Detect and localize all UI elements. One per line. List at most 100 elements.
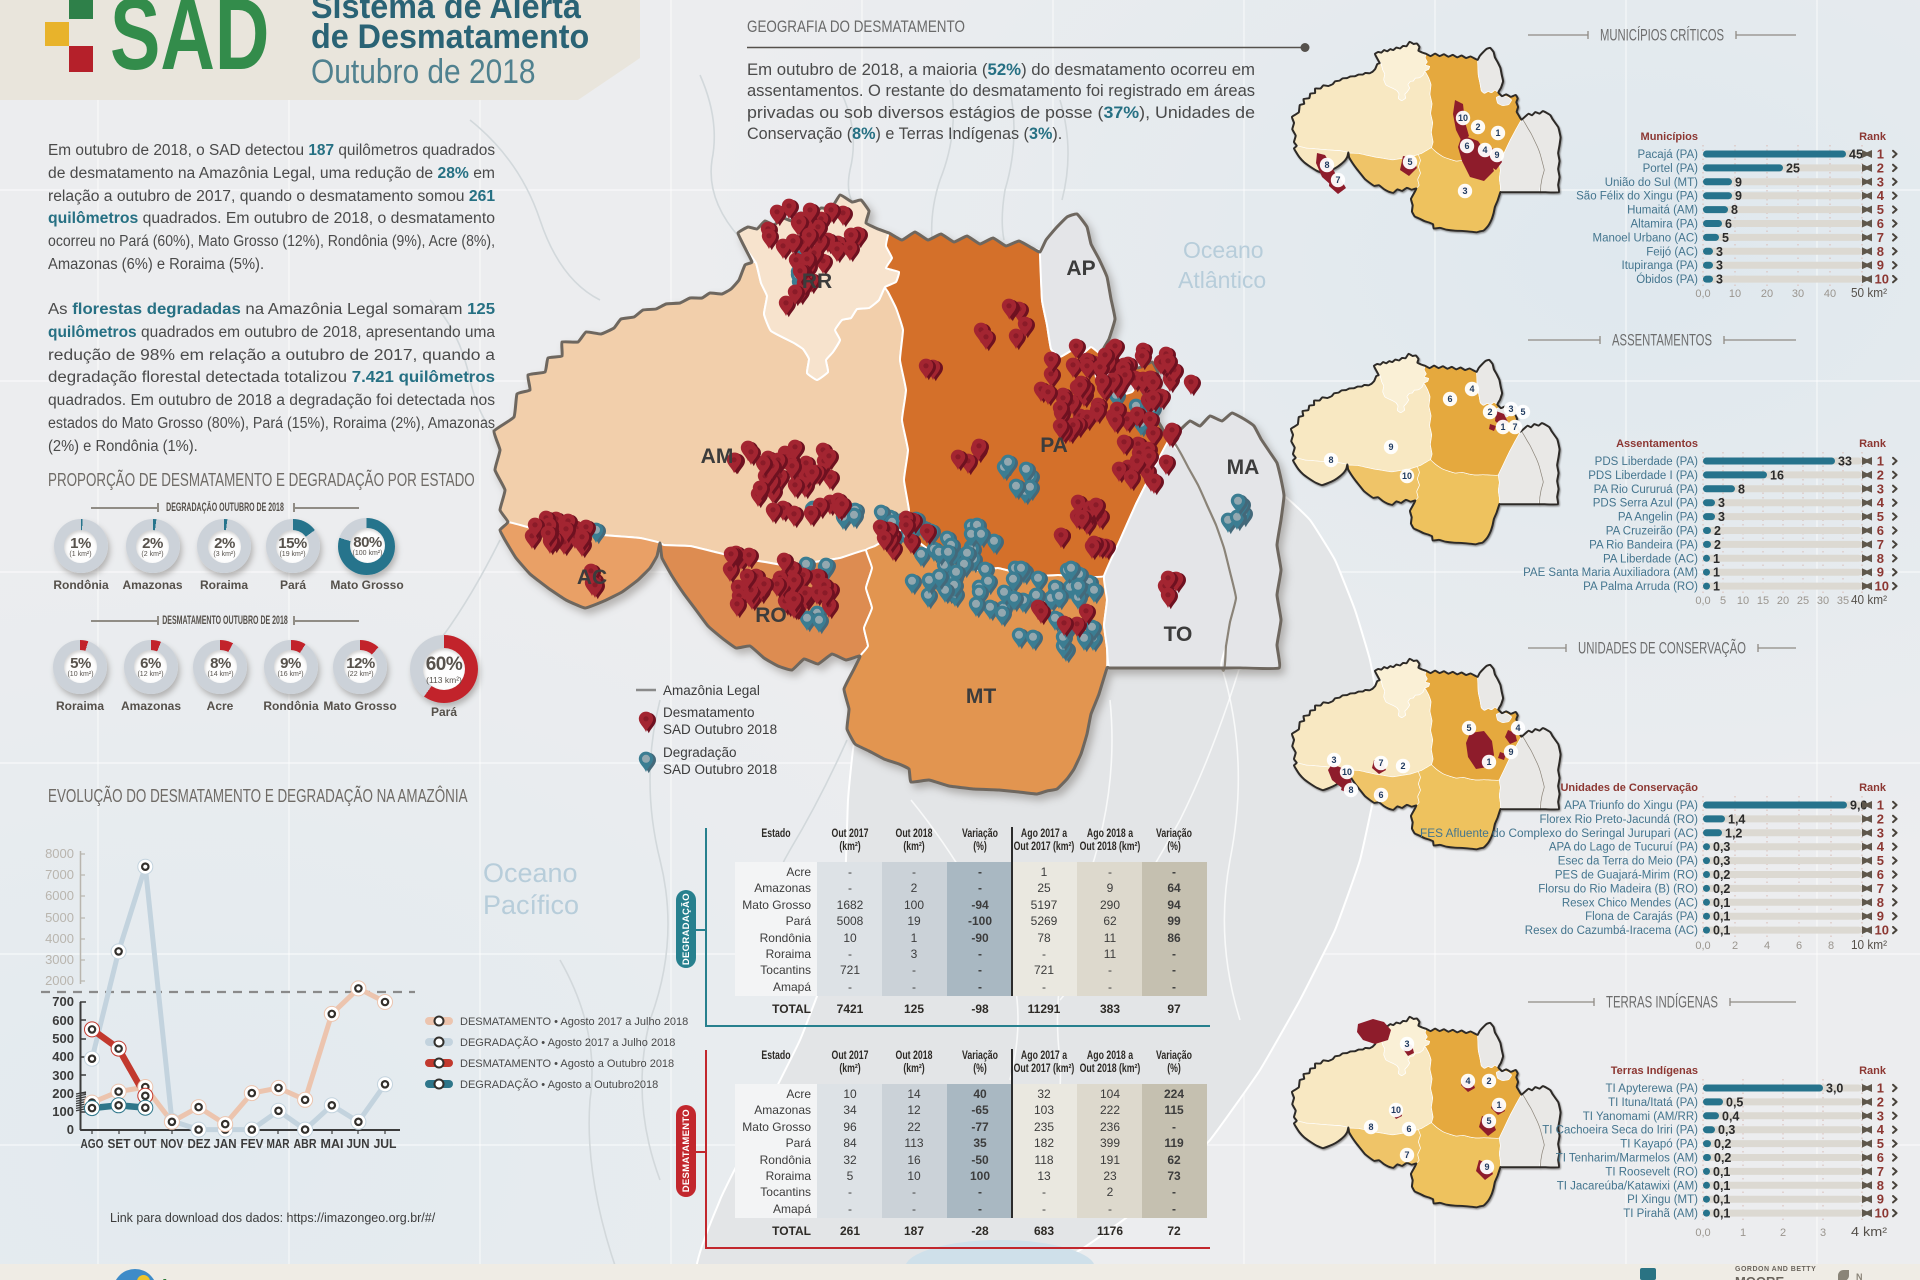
svg-text:2: 2 bbox=[1877, 467, 1884, 482]
svg-text:MA: MA bbox=[1227, 456, 1260, 479]
svg-text:3: 3 bbox=[1508, 404, 1513, 414]
svg-text:Oceano: Oceano bbox=[483, 858, 578, 888]
svg-text:30: 30 bbox=[1792, 288, 1804, 300]
svg-text:Feijó (AC): Feijó (AC) bbox=[1646, 246, 1698, 258]
svg-text:6: 6 bbox=[1877, 867, 1884, 882]
svg-text:9: 9 bbox=[1494, 150, 1499, 160]
svg-text:5: 5 bbox=[1877, 509, 1884, 524]
svg-text:0,1: 0,1 bbox=[1713, 896, 1730, 910]
svg-text:100: 100 bbox=[52, 1104, 74, 1119]
svg-text:0,3: 0,3 bbox=[1718, 1123, 1735, 1137]
svg-text:7: 7 bbox=[1335, 175, 1340, 185]
svg-text:6000: 6000 bbox=[45, 888, 74, 903]
svg-text:TI Yanomami (AM/RR): TI Yanomami (AM/RR) bbox=[1583, 1111, 1698, 1123]
svg-text:Oceano: Oceano bbox=[1183, 237, 1264, 263]
svg-text:Desmatamento: Desmatamento bbox=[663, 705, 755, 720]
svg-text:Rank: Rank bbox=[1859, 782, 1887, 794]
svg-text:Resex Chico Mendes (AC): Resex Chico Mendes (AC) bbox=[1562, 897, 1698, 909]
svg-text:1: 1 bbox=[1877, 1081, 1884, 1096]
svg-text:1,4: 1,4 bbox=[1728, 812, 1745, 826]
svg-text:São Félix do Xingu (PA): São Félix do Xingu (PA) bbox=[1576, 191, 1698, 203]
svg-text:0,0: 0,0 bbox=[1695, 288, 1710, 300]
svg-text:AP: AP bbox=[1066, 257, 1095, 280]
svg-text:10: 10 bbox=[1875, 272, 1889, 287]
svg-text:0,5: 0,5 bbox=[1726, 1095, 1743, 1109]
svg-text:RR: RR bbox=[802, 270, 832, 293]
svg-text:8: 8 bbox=[1348, 785, 1353, 795]
svg-text:3: 3 bbox=[1404, 1039, 1409, 1049]
svg-text:9: 9 bbox=[1735, 175, 1742, 189]
svg-text:4000: 4000 bbox=[45, 931, 74, 946]
svg-text:2: 2 bbox=[1714, 524, 1721, 538]
svg-text:5: 5 bbox=[1877, 1136, 1884, 1151]
svg-text:0,3: 0,3 bbox=[1713, 854, 1730, 868]
svg-text:2: 2 bbox=[1487, 407, 1492, 417]
svg-text:9: 9 bbox=[1388, 442, 1393, 452]
svg-text:Resex do Cazumbá-Iracema (AC): Resex do Cazumbá-Iracema (AC) bbox=[1525, 925, 1698, 937]
svg-text:FEV: FEV bbox=[241, 1136, 264, 1151]
svg-text:TI Kayapó (PA): TI Kayapó (PA) bbox=[1620, 1139, 1698, 1151]
svg-text:4: 4 bbox=[1515, 723, 1520, 733]
svg-text:0,1: 0,1 bbox=[1713, 1193, 1730, 1207]
svg-text:Óbidos (PA): Óbidos (PA) bbox=[1636, 273, 1698, 286]
svg-text:Pacífico: Pacífico bbox=[483, 890, 579, 920]
svg-text:35: 35 bbox=[1837, 595, 1849, 607]
svg-text:4: 4 bbox=[1877, 839, 1885, 854]
svg-text:Humaitá (AM): Humaitá (AM) bbox=[1627, 205, 1698, 217]
svg-text:15: 15 bbox=[1757, 595, 1769, 607]
svg-text:9: 9 bbox=[1508, 747, 1513, 757]
svg-text:SAD Outubro 2018: SAD Outubro 2018 bbox=[663, 722, 777, 737]
svg-text:DEGRADAÇÃO • Agosto a Outubro2: DEGRADAÇÃO • Agosto a Outubro2018 bbox=[460, 1078, 658, 1091]
svg-text:0,0: 0,0 bbox=[1695, 1227, 1710, 1239]
svg-text:PAE Santa Maria Auxiliadora (A: PAE Santa Maria Auxiliadora (AM) bbox=[1523, 567, 1698, 579]
svg-text:2000: 2000 bbox=[45, 973, 74, 988]
svg-text:8: 8 bbox=[1877, 895, 1884, 910]
svg-text:9: 9 bbox=[1484, 1162, 1489, 1172]
svg-text:30: 30 bbox=[1817, 595, 1829, 607]
svg-text:4 km²: 4 km² bbox=[1851, 1224, 1888, 1239]
svg-text:2: 2 bbox=[1714, 538, 1721, 552]
svg-text:6: 6 bbox=[1877, 523, 1884, 538]
svg-text:Terras Indígenas: Terras Indígenas bbox=[1611, 1065, 1698, 1077]
svg-text:16: 16 bbox=[1770, 468, 1784, 482]
svg-text:7: 7 bbox=[1877, 230, 1884, 245]
svg-text:3000: 3000 bbox=[45, 952, 74, 967]
svg-text:Amazônia Legal: Amazônia Legal bbox=[663, 683, 760, 698]
svg-text:AC: AC bbox=[577, 566, 607, 589]
svg-text:FES Afluente do Complexo do Se: FES Afluente do Complexo do Seringal Jur… bbox=[1420, 828, 1698, 840]
svg-text:5: 5 bbox=[1877, 853, 1884, 868]
svg-text:1: 1 bbox=[1740, 1227, 1746, 1239]
svg-text:0,1: 0,1 bbox=[1713, 1165, 1730, 1179]
svg-text:40: 40 bbox=[1824, 288, 1836, 300]
svg-text:Link para download dos dados:: Link para download dos dados: https://im… bbox=[110, 1211, 436, 1225]
svg-text:3: 3 bbox=[1877, 481, 1884, 496]
svg-text:8: 8 bbox=[1877, 1178, 1884, 1193]
svg-text:9: 9 bbox=[1735, 189, 1742, 203]
svg-text:Rank: Rank bbox=[1859, 131, 1887, 143]
svg-text:4: 4 bbox=[1877, 188, 1885, 203]
svg-text:3: 3 bbox=[1716, 273, 1723, 287]
svg-text:ABR: ABR bbox=[294, 1136, 317, 1151]
svg-text:Manoel Urbano (AC): Manoel Urbano (AC) bbox=[1593, 232, 1699, 244]
svg-text:6: 6 bbox=[1725, 217, 1732, 231]
svg-text:1: 1 bbox=[1877, 798, 1884, 813]
svg-text:TI Pirahã (AM): TI Pirahã (AM) bbox=[1623, 1208, 1698, 1220]
svg-text:PA Rio Bandeira (PA): PA Rio Bandeira (PA) bbox=[1589, 539, 1698, 551]
svg-text:9: 9 bbox=[1877, 565, 1884, 580]
svg-text:4: 4 bbox=[1482, 145, 1487, 155]
svg-text:1: 1 bbox=[1877, 454, 1884, 469]
svg-text:Rank: Rank bbox=[1859, 438, 1887, 450]
svg-text:7: 7 bbox=[1877, 1164, 1884, 1179]
svg-text:0,4: 0,4 bbox=[1722, 1109, 1739, 1123]
svg-text:RO: RO bbox=[755, 604, 787, 627]
svg-text:7: 7 bbox=[1877, 537, 1884, 552]
svg-text:JAN: JAN bbox=[214, 1136, 237, 1151]
svg-text:2: 2 bbox=[1732, 940, 1738, 952]
svg-text:6: 6 bbox=[1877, 1150, 1884, 1165]
svg-text:TO: TO bbox=[1164, 623, 1193, 646]
svg-text:PA: PA bbox=[1040, 434, 1068, 457]
svg-text:MAR: MAR bbox=[267, 1136, 290, 1151]
svg-text:1: 1 bbox=[1496, 1100, 1501, 1110]
svg-text:TI Apyterewa (PA): TI Apyterewa (PA) bbox=[1606, 1083, 1699, 1095]
svg-text:Portel (PA): Portel (PA) bbox=[1643, 163, 1699, 175]
